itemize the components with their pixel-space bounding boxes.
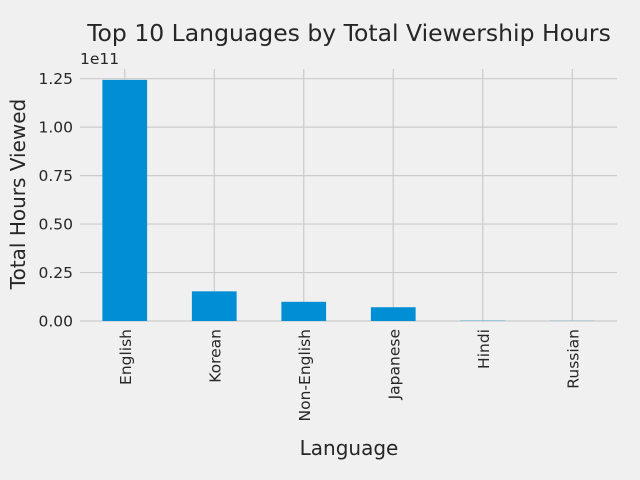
bar-non-english (281, 301, 327, 321)
bar-korean (191, 291, 237, 321)
x-tick-label: Japanese (385, 329, 403, 400)
y-tick-label: 0.50 (38, 216, 73, 234)
y-tick-label: 1.25 (38, 70, 73, 88)
y-tick-label: 0.75 (38, 167, 73, 185)
grid (80, 69, 617, 322)
x-axis-title: Language (300, 436, 399, 460)
x-tick-label: Russian (564, 329, 582, 389)
chart-title: Top 10 Languages by Total Viewership Hou… (86, 19, 611, 47)
bar-japanese (370, 307, 416, 321)
x-tick-label: Korean (206, 329, 224, 383)
y-tick-labels: 0.00 0.25 0.50 0.75 1.00 1.25 (38, 70, 73, 330)
y-tick-label: 0.25 (38, 264, 73, 282)
x-tick-label: Non-English (296, 329, 314, 421)
x-tick-labels: English Korean Non-English Japanese Hindi Rus… (117, 329, 583, 421)
y-offset-label: 1e11 (80, 50, 119, 68)
bar-english (102, 79, 148, 322)
bars (102, 79, 595, 322)
x-tick-label: Hindi (475, 329, 493, 369)
x-tick-label: English (117, 329, 135, 385)
y-axis-title: Total Hours Viewed (6, 99, 30, 290)
y-tick-label: 0.00 (38, 313, 73, 331)
y-tick-label: 1.00 (38, 119, 73, 137)
